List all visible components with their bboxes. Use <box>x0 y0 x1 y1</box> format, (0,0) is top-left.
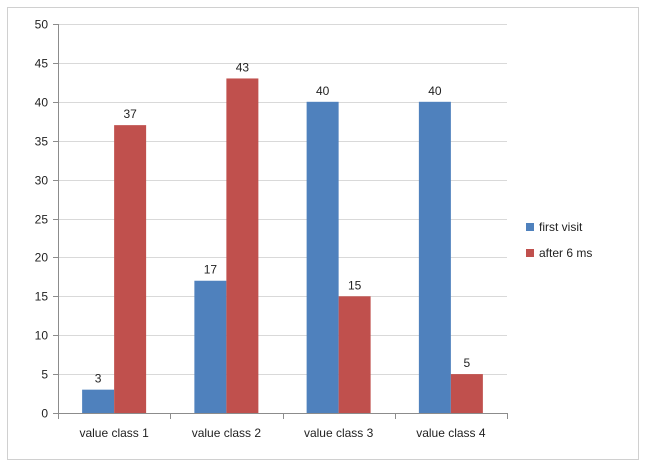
x-tick-label: value class 4 <box>416 426 486 440</box>
bar-first-visit-2 <box>194 280 227 413</box>
x-tick-label: value class 1 <box>79 426 149 440</box>
y-tick-label: 10 <box>35 329 49 343</box>
data-label: 40 <box>428 84 442 98</box>
bar-after-6-ms-4 <box>450 374 483 413</box>
data-labels: 3 37 17 43 40 15 40 5 <box>95 60 471 385</box>
bar-after-6-ms-2 <box>226 78 259 414</box>
x-axis: value class 1 value class 2 value class 3 v… <box>58 413 508 440</box>
y-tick-label: 20 <box>35 251 49 265</box>
y-tick-label: 45 <box>35 57 49 71</box>
legend-label: first visit <box>539 220 583 234</box>
legend-label: after 6 ms <box>539 246 592 260</box>
bar-after-6-ms-3 <box>338 296 371 413</box>
bars <box>82 78 483 414</box>
y-axis: 0 5 10 15 20 25 30 35 40 45 50 <box>35 18 59 421</box>
data-label: 43 <box>236 60 250 74</box>
legend: first visit after 6 ms <box>526 220 592 260</box>
y-tick-label: 15 <box>35 290 49 304</box>
y-tick-label: 50 <box>35 18 49 32</box>
bar-after-6-ms-1 <box>114 125 147 413</box>
data-label: 3 <box>95 372 102 386</box>
bar-first-visit-3 <box>306 101 339 414</box>
legend-swatch <box>526 223 534 231</box>
y-tick-label: 5 <box>41 368 48 382</box>
y-tick-label: 25 <box>35 213 49 227</box>
data-label: 40 <box>316 84 330 98</box>
legend-swatch <box>526 249 534 257</box>
y-tick-label: 0 <box>41 407 48 421</box>
y-tick-label: 30 <box>35 174 49 188</box>
y-tick-label: 35 <box>35 135 49 149</box>
x-tick-label: value class 2 <box>192 426 262 440</box>
data-label: 37 <box>123 107 137 121</box>
x-tick-label: value class 3 <box>304 426 374 440</box>
data-label: 5 <box>464 356 471 370</box>
data-label: 17 <box>204 263 218 277</box>
y-tick-label: 40 <box>35 96 49 110</box>
data-label: 15 <box>348 278 362 292</box>
bar-first-visit-1 <box>82 389 115 413</box>
bar-first-visit-4 <box>418 101 451 414</box>
